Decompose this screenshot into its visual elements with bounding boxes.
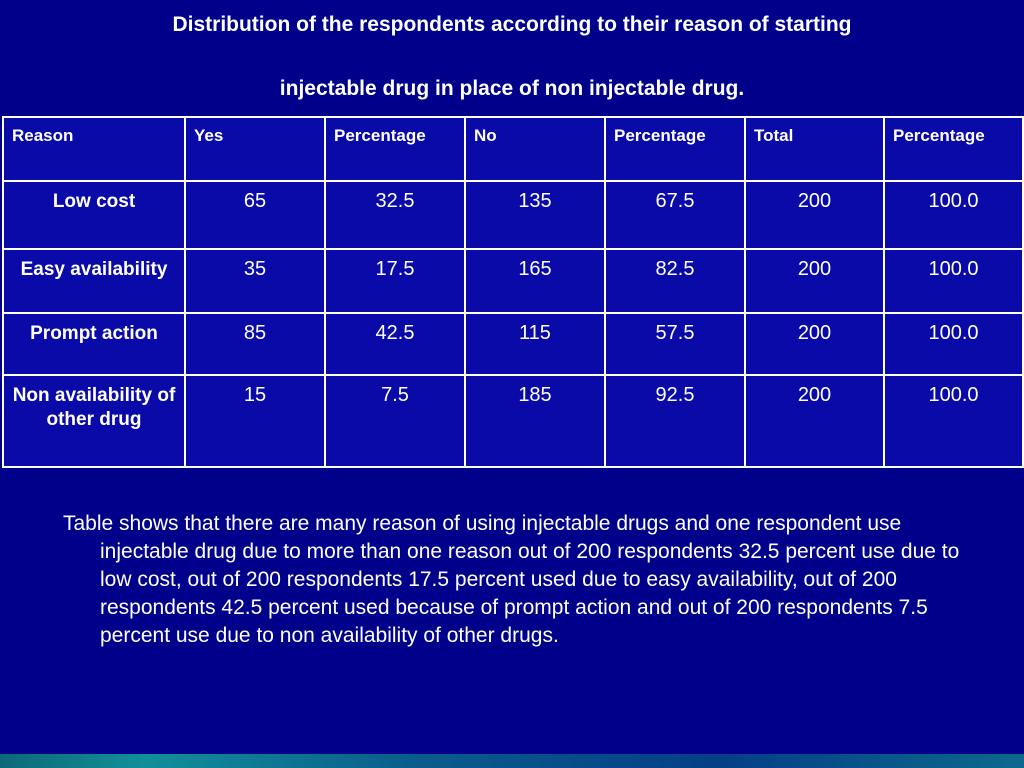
value-cell: 100.0 bbox=[883, 248, 1024, 314]
table-row: Prompt action 85 42.5 115 57.5 200 100.0 bbox=[2, 312, 1024, 376]
value-cell: 165 bbox=[464, 248, 606, 314]
value-cell: 42.5 bbox=[324, 312, 466, 376]
respondents-table: Reason Yes Percentage No Percentage Tota… bbox=[2, 116, 1024, 468]
slide-title-line-2: injectable drug in place of non injectab… bbox=[279, 77, 745, 100]
reason-cell: Low cost bbox=[2, 180, 186, 250]
reason-cell: Prompt action bbox=[2, 312, 186, 376]
value-cell: 100.0 bbox=[883, 312, 1024, 376]
value-cell: 67.5 bbox=[604, 180, 746, 250]
value-cell: 200 bbox=[744, 180, 885, 250]
value-cell: 200 bbox=[744, 374, 885, 468]
value-cell: 200 bbox=[744, 248, 885, 314]
slide-title: Distribution of the respondents accordin… bbox=[0, 0, 1024, 102]
value-cell: 92.5 bbox=[604, 374, 746, 468]
value-cell: 100.0 bbox=[883, 180, 1024, 250]
value-cell: 82.5 bbox=[604, 248, 746, 314]
table-row: Non availability of other drug 15 7.5 18… bbox=[2, 374, 1024, 468]
header-cell-total: Total bbox=[744, 116, 885, 182]
slide-body-paragraph: Table shows that there are many reason o… bbox=[63, 512, 960, 647]
header-cell-reason: Reason bbox=[2, 116, 186, 182]
value-cell: 7.5 bbox=[324, 374, 466, 468]
header-cell-total-percentage: Percentage bbox=[883, 116, 1024, 182]
header-cell-no: No bbox=[464, 116, 606, 182]
reason-cell: Non availability of other drug bbox=[2, 374, 186, 468]
value-cell: 200 bbox=[744, 312, 885, 376]
value-cell: 135 bbox=[464, 180, 606, 250]
table-row: Low cost 65 32.5 135 67.5 200 100.0 bbox=[2, 180, 1024, 250]
bottom-accent-bar bbox=[0, 754, 1024, 768]
table-row: Easy availability 35 17.5 165 82.5 200 1… bbox=[2, 248, 1024, 314]
value-cell: 32.5 bbox=[324, 180, 466, 250]
reason-cell: Easy availability bbox=[2, 248, 186, 314]
table-header-row: Reason Yes Percentage No Percentage Tota… bbox=[2, 116, 1024, 182]
value-cell: 35 bbox=[184, 248, 326, 314]
value-cell: 85 bbox=[184, 312, 326, 376]
value-cell: 15 bbox=[184, 374, 326, 468]
value-cell: 185 bbox=[464, 374, 606, 468]
header-cell-yes: Yes bbox=[184, 116, 326, 182]
value-cell: 65 bbox=[184, 180, 326, 250]
slide-title-line-1: Distribution of the respondents accordin… bbox=[172, 13, 852, 36]
value-cell: 17.5 bbox=[324, 248, 466, 314]
value-cell: 115 bbox=[464, 312, 606, 376]
value-cell: 57.5 bbox=[604, 312, 746, 376]
header-cell-yes-percentage: Percentage bbox=[324, 116, 466, 182]
header-cell-no-percentage: Percentage bbox=[604, 116, 746, 182]
value-cell: 100.0 bbox=[883, 374, 1024, 468]
